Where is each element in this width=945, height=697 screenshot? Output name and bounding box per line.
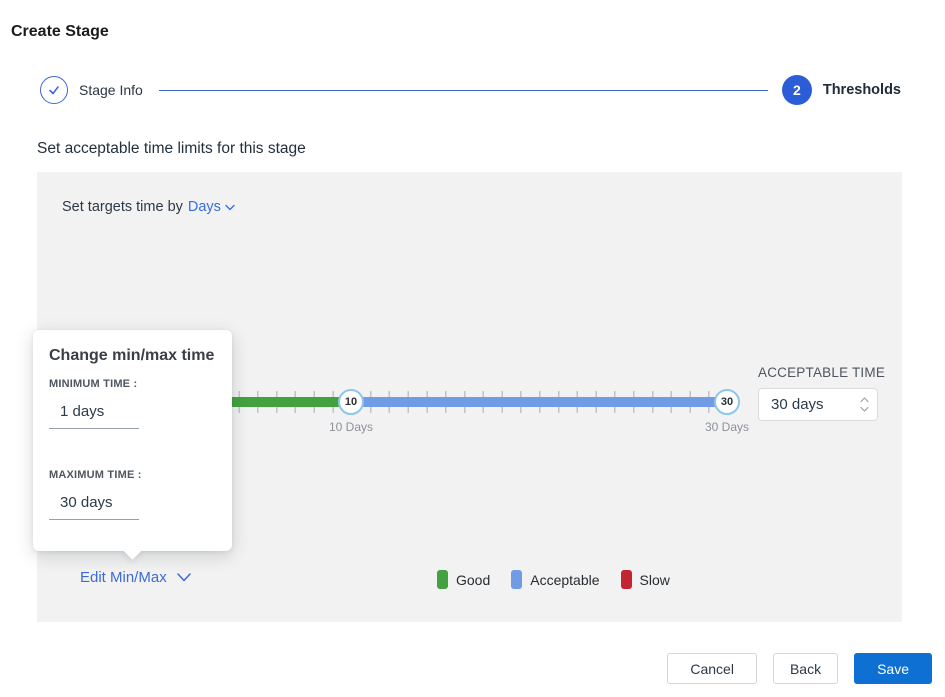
check-icon — [47, 83, 61, 97]
minimum-time-label: MINIMUM TIME : — [49, 378, 216, 390]
stepper-connector — [159, 90, 768, 91]
legend-swatch-acceptable — [511, 570, 522, 589]
legend-label-good: Good — [456, 572, 490, 588]
maximum-time-label: MAXIMUM TIME : — [49, 469, 216, 481]
legend-swatch-slow — [621, 570, 632, 589]
legend-swatch-good — [437, 570, 448, 589]
chevron-down-icon — [177, 573, 191, 582]
step-label-thresholds: Thresholds — [823, 82, 901, 98]
stepper-up-icon[interactable] — [860, 397, 869, 403]
step-label-stage-info: Stage Info — [79, 82, 143, 98]
popup-title: Change min/max time — [49, 347, 216, 365]
save-button[interactable]: Save — [854, 653, 932, 684]
minimum-time-field[interactable]: 1 days — [49, 401, 139, 429]
legend: Good Acceptable Slow — [437, 570, 670, 589]
create-stage-dialog: Create Stage Stage Info 2 Thresholds Set… — [0, 0, 945, 697]
slider-handle-min[interactable]: 10 — [338, 389, 364, 415]
legend-label-acceptable: Acceptable — [530, 572, 599, 588]
stepper: Stage Info 2 Thresholds — [40, 75, 901, 105]
set-targets-row: Set targets time by Days — [62, 199, 235, 215]
step-complete-circle[interactable] — [40, 76, 68, 104]
chevron-down-icon — [225, 204, 235, 211]
slider-label-max: 30 Days — [687, 420, 767, 434]
time-threshold-slider: 10 30 10 Days 30 Days — [182, 385, 727, 435]
footer-actions: Cancel Back Save — [0, 653, 932, 684]
stepper-down-icon[interactable] — [860, 406, 869, 412]
step-stage-info[interactable]: Stage Info — [40, 76, 143, 104]
legend-label-slow: Slow — [640, 572, 670, 588]
back-button[interactable]: Back — [773, 653, 838, 684]
step-active-circle[interactable]: 2 — [782, 75, 812, 105]
legend-item-slow: Slow — [621, 570, 670, 589]
slider-label-min: 10 Days — [311, 420, 391, 434]
slider-track-acceptable[interactable] — [351, 397, 727, 407]
maximum-time-field[interactable]: 30 days — [49, 492, 139, 520]
edit-minmax-label: Edit Min/Max — [80, 569, 167, 586]
acceptable-time-value: 30 days — [771, 396, 824, 413]
legend-item-acceptable: Acceptable — [511, 570, 599, 589]
legend-item-good: Good — [437, 570, 490, 589]
slider-handle-max[interactable]: 30 — [714, 389, 740, 415]
number-stepper — [860, 389, 869, 420]
change-minmax-popup: Change min/max time MINIMUM TIME : 1 day… — [33, 330, 232, 551]
set-targets-label: Set targets time by — [62, 199, 183, 215]
acceptable-time-label: ACCEPTABLE TIME — [758, 365, 885, 380]
acceptable-time-input[interactable]: 30 days — [758, 388, 878, 421]
step-thresholds[interactable]: 2 Thresholds — [782, 75, 901, 105]
time-unit-value: Days — [188, 199, 221, 215]
time-unit-dropdown[interactable]: Days — [188, 199, 235, 215]
page-title: Create Stage — [11, 23, 109, 41]
section-heading: Set acceptable time limits for this stag… — [37, 140, 306, 158]
edit-minmax-link[interactable]: Edit Min/Max — [80, 569, 191, 586]
cancel-button[interactable]: Cancel — [667, 653, 757, 684]
step-number: 2 — [793, 82, 801, 98]
